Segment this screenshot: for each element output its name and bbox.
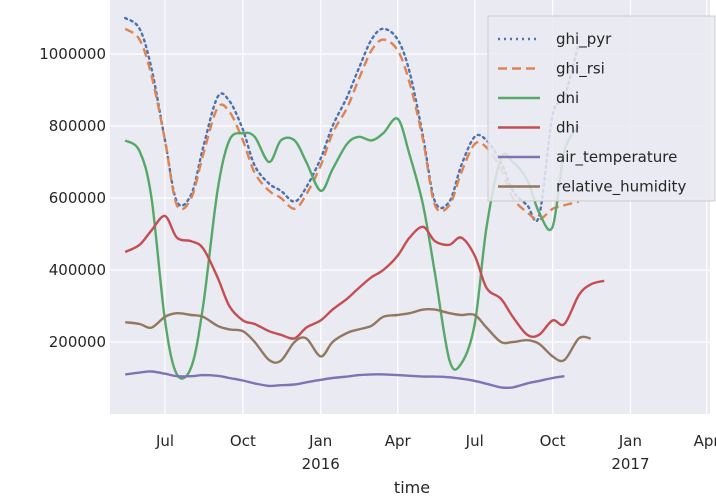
y-tick-label: 400000 xyxy=(49,261,106,279)
legend-label-dhi: dhi xyxy=(556,119,579,137)
x-tick-label: Jan xyxy=(618,432,642,450)
y-tick-label: 600000 xyxy=(49,189,106,207)
y-tick-labels: 200000 400000 600000 800000 1000000 xyxy=(39,45,106,351)
legend-label-relative-humidity: relative_humidity xyxy=(556,178,686,197)
x-tick-labels: Jul Oct Jan 2016 Apr Jul Oct Jan 2017 Apr xyxy=(155,432,716,473)
series-line-relative-humidity xyxy=(125,307,591,364)
grid xyxy=(110,0,710,414)
y-tick-label: 1000000 xyxy=(39,45,106,63)
y-tick-label: 800000 xyxy=(49,117,106,135)
x-tick-label: Jan xyxy=(308,432,332,450)
x-tick-label: Jul xyxy=(465,432,484,450)
legend-box xyxy=(487,15,716,202)
x-tick-year-label: 2017 xyxy=(611,455,649,473)
x-tick-label: Oct xyxy=(540,432,566,450)
x-tick-year-label: 2016 xyxy=(302,455,340,473)
x-tick-label: Jul xyxy=(155,432,174,450)
series-line-dhi xyxy=(124,214,605,340)
legend-label-ghi-rsi: ghi_rsi xyxy=(556,60,605,79)
y-tick-label: 200000 xyxy=(49,333,106,351)
x-tick-label: Oct xyxy=(230,432,256,450)
legend-label-dni: dni xyxy=(556,89,579,107)
series-line-air-temperature xyxy=(125,370,565,390)
x-tick-label: Apr xyxy=(694,432,716,450)
legend-label-air-temperature: air_temperature xyxy=(556,148,677,167)
x-axis-label: time xyxy=(394,478,430,496)
legend-label-ghi-pyr: ghi_pyr xyxy=(556,30,612,49)
x-tick-label: Apr xyxy=(385,432,412,450)
